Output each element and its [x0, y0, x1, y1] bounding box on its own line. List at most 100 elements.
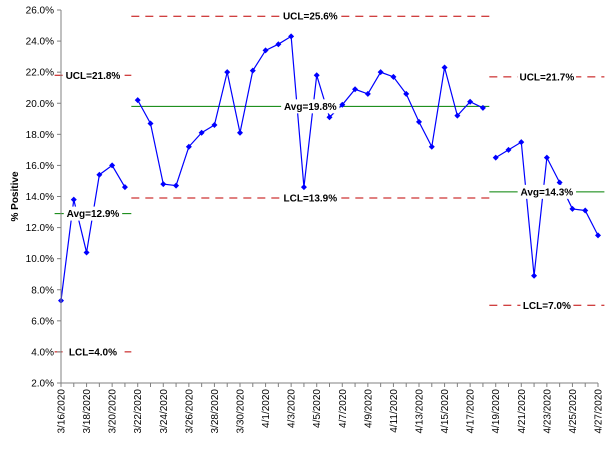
data-point: [582, 207, 589, 214]
ucl-label: UCL=25.6%: [283, 12, 338, 23]
axes-layer: 2.0% 4.0% 6.0% 8.0% 10.0% 12.0% 14.0% 16.0% 18.0…: [26, 6, 605, 434]
data-point: [249, 67, 256, 74]
lcl-label: LCL=13.9%: [284, 194, 338, 205]
x-tick-label: 4/11/2020: [389, 389, 400, 433]
y-tick-label: 22.0%: [26, 68, 54, 79]
x-tick-label: 4/25/2020: [568, 389, 579, 434]
y-tick-label: 2.0%: [31, 379, 54, 390]
data-point: [531, 272, 538, 279]
y-tick-label: 8.0%: [31, 285, 54, 296]
ucl-label-bg: [63, 68, 123, 83]
series-line: [495, 141, 599, 276]
average-label: Avg=14.3%: [520, 187, 573, 198]
data-point: [454, 112, 461, 119]
data-point: [224, 69, 231, 76]
x-tick-label: 3/24/2020: [159, 389, 170, 434]
data-point: [134, 97, 141, 104]
data-point: [262, 47, 269, 54]
x-tick-label: 4/13/2020: [415, 389, 426, 434]
average-label-bg: [281, 99, 340, 114]
data-point: [147, 120, 154, 127]
average-label: Avg=12.9%: [67, 209, 120, 220]
y-tick-label: 10.0%: [26, 254, 54, 265]
ucl-label: UCL=21.7%: [519, 72, 574, 83]
y-tick-label: 16.0%: [26, 161, 54, 172]
y-tick-label: 18.0%: [26, 130, 54, 141]
data-point: [403, 90, 410, 97]
x-tick-label: 4/7/2020: [338, 389, 349, 428]
data-point: [121, 184, 128, 191]
average-label: Avg=19.8%: [284, 102, 337, 113]
data-point: [364, 90, 371, 97]
y-tick-label: 6.0%: [31, 316, 54, 327]
series-line: [60, 164, 126, 301]
data-point: [479, 104, 486, 111]
lcl-label: LCL=4.0%: [69, 347, 117, 358]
data-point: [275, 41, 282, 48]
data-point: [211, 122, 218, 129]
y-tick-label: 24.0%: [26, 37, 54, 48]
data-point: [160, 181, 167, 188]
x-tick-label: 4/3/2020: [287, 389, 298, 428]
data-point: [492, 154, 499, 161]
ucl-label: UCL=21.8%: [66, 71, 121, 82]
data-point: [556, 179, 563, 186]
x-tick-label: 3/28/2020: [210, 389, 221, 434]
data-point: [377, 69, 384, 76]
x-tick-label: 4/21/2020: [517, 389, 528, 434]
x-tick-label: 4/17/2020: [466, 389, 477, 434]
x-tick-label: 3/20/2020: [108, 389, 119, 434]
y-tick-label: 4.0%: [31, 347, 54, 358]
y-tick-label: 20.0%: [26, 99, 54, 110]
data-point: [109, 162, 116, 169]
x-tick-label: 4/9/2020: [363, 389, 374, 428]
y-axis-title: % Positive: [10, 171, 21, 221]
average-label-bg: [63, 206, 123, 221]
data-point: [326, 114, 333, 121]
data-point: [83, 249, 90, 256]
data-point: [467, 98, 474, 105]
lcl-label-bg: [66, 344, 120, 359]
series-line: [137, 35, 484, 188]
x-tick-label: 4/5/2020: [312, 389, 323, 428]
average-label-bg: [517, 184, 577, 199]
lcl-label-bg: [281, 191, 340, 206]
data-point: [595, 232, 601, 239]
data-point: [300, 184, 307, 191]
data-point: [198, 129, 205, 136]
data-point: [313, 72, 320, 79]
ucl-label-bg: [281, 9, 340, 24]
x-tick-label: 3/16/2020: [57, 389, 68, 434]
data-point: [339, 101, 346, 108]
y-tick-label: 26.0%: [26, 6, 54, 17]
series-layer: [58, 33, 601, 304]
x-tick-label: 3/22/2020: [133, 389, 144, 434]
y-tick-label: 12.0%: [26, 223, 54, 234]
data-point: [288, 33, 295, 40]
ucl-label-bg: [517, 69, 577, 84]
lcl-label: LCL=7.0%: [523, 301, 571, 312]
data-point: [441, 64, 448, 71]
y-tick-label: 14.0%: [26, 192, 54, 203]
x-tick-label: 4/19/2020: [491, 389, 502, 434]
data-point: [505, 146, 512, 153]
data-point: [185, 143, 192, 150]
x-tick-label: 3/26/2020: [184, 389, 195, 434]
x-tick-label: 3/18/2020: [82, 389, 93, 434]
x-tick-label: 4/23/2020: [542, 389, 553, 434]
x-tick-label: 4/27/2020: [594, 389, 605, 434]
x-tick-label: 3/30/2020: [236, 389, 247, 434]
data-point: [543, 154, 550, 161]
x-tick-label: 4/1/2020: [261, 389, 272, 428]
data-point: [416, 118, 422, 125]
data-point: [70, 196, 77, 203]
data-point: [173, 182, 180, 189]
lcl-label-bg: [520, 298, 574, 313]
data-point: [390, 73, 397, 80]
data-point: [569, 205, 576, 212]
data-point: [518, 139, 525, 146]
data-point: [96, 171, 103, 178]
data-point: [428, 143, 435, 150]
